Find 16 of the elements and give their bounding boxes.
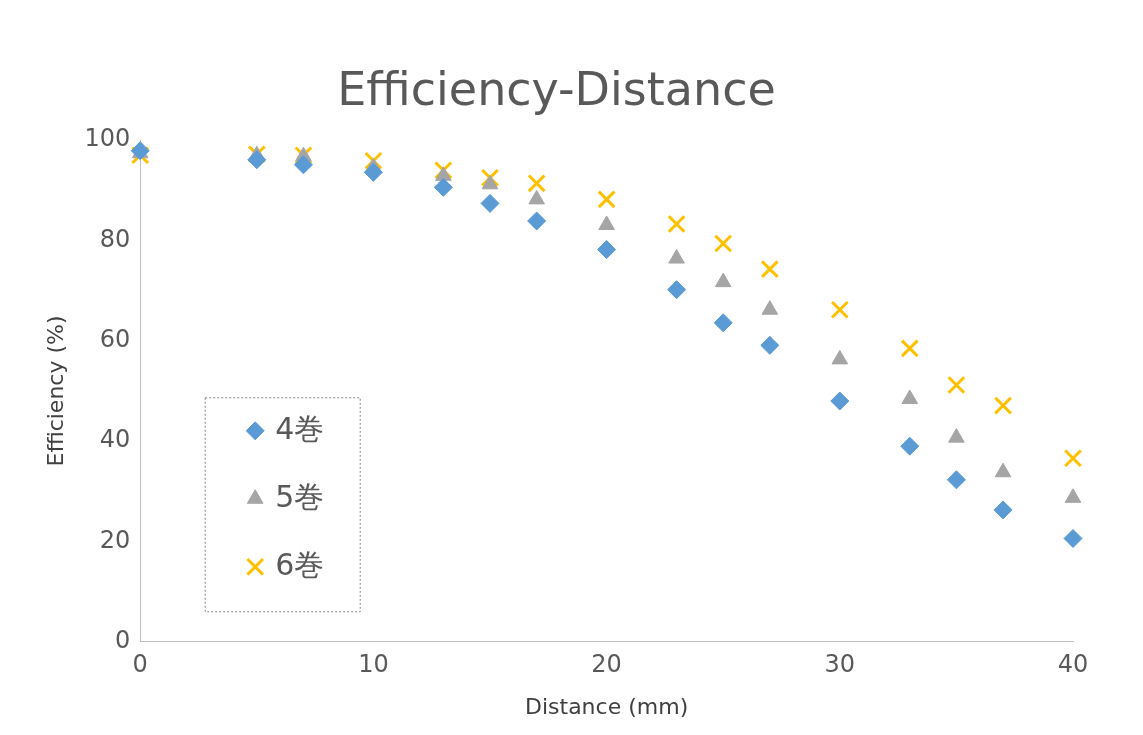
x-tick-label: 30 (824, 650, 856, 679)
legend-label: 5巻 (275, 478, 325, 514)
legend-label: 6巻 (275, 546, 325, 582)
x-axis-title: Distance (mm) (524, 693, 689, 719)
y-axis-title: Efficiency (%) (42, 315, 68, 467)
y-tick-label: 40 (99, 425, 131, 454)
y-tick-label: 100 (84, 124, 131, 153)
x-tick-label: 40 (1057, 650, 1089, 679)
y-tick-label: 20 (99, 525, 131, 554)
y-tick-label: 0 (114, 626, 131, 655)
x-tick-label: 10 (358, 650, 389, 679)
chart-title: Efficiency-Distance (337, 61, 776, 116)
y-tick-label: 60 (99, 325, 131, 354)
x-tick-label: 20 (591, 650, 622, 679)
y-tick-label: 80 (99, 224, 131, 253)
legend-label: 4巻 (275, 410, 325, 446)
